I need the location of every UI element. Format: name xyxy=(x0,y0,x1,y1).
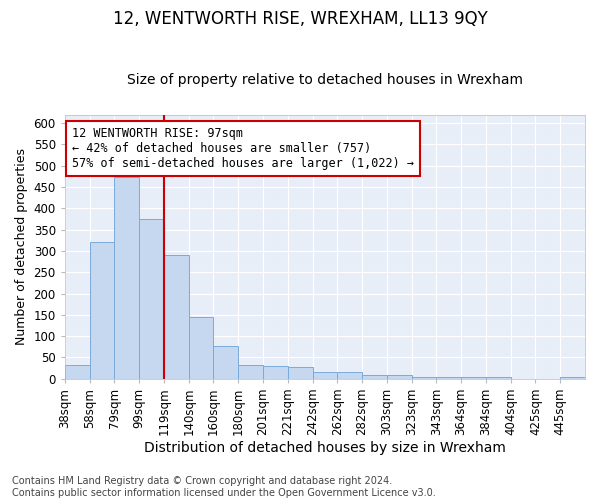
Bar xyxy=(362,376,387,379)
Bar xyxy=(387,376,412,379)
Bar xyxy=(89,242,115,379)
Bar xyxy=(337,372,362,379)
Bar xyxy=(486,376,511,379)
Bar xyxy=(412,376,436,379)
Bar xyxy=(263,366,288,379)
Bar xyxy=(115,177,139,379)
Text: 12, WENTWORTH RISE, WREXHAM, LL13 9QY: 12, WENTWORTH RISE, WREXHAM, LL13 9QY xyxy=(113,10,487,28)
X-axis label: Distribution of detached houses by size in Wrexham: Distribution of detached houses by size … xyxy=(144,441,506,455)
Bar xyxy=(436,376,461,379)
Bar xyxy=(164,255,188,379)
Bar xyxy=(65,365,89,379)
Title: Size of property relative to detached houses in Wrexham: Size of property relative to detached ho… xyxy=(127,73,523,87)
Text: Contains HM Land Registry data © Crown copyright and database right 2024.
Contai: Contains HM Land Registry data © Crown c… xyxy=(12,476,436,498)
Bar xyxy=(313,372,337,379)
Bar xyxy=(188,318,214,379)
Bar xyxy=(214,346,238,379)
Text: 12 WENTWORTH RISE: 97sqm
← 42% of detached houses are smaller (757)
57% of semi-: 12 WENTWORTH RISE: 97sqm ← 42% of detach… xyxy=(72,128,414,170)
Bar xyxy=(139,220,164,379)
Bar xyxy=(288,368,313,379)
Bar xyxy=(560,376,585,379)
Y-axis label: Number of detached properties: Number of detached properties xyxy=(15,148,28,345)
Bar xyxy=(461,376,486,379)
Bar xyxy=(238,365,263,379)
